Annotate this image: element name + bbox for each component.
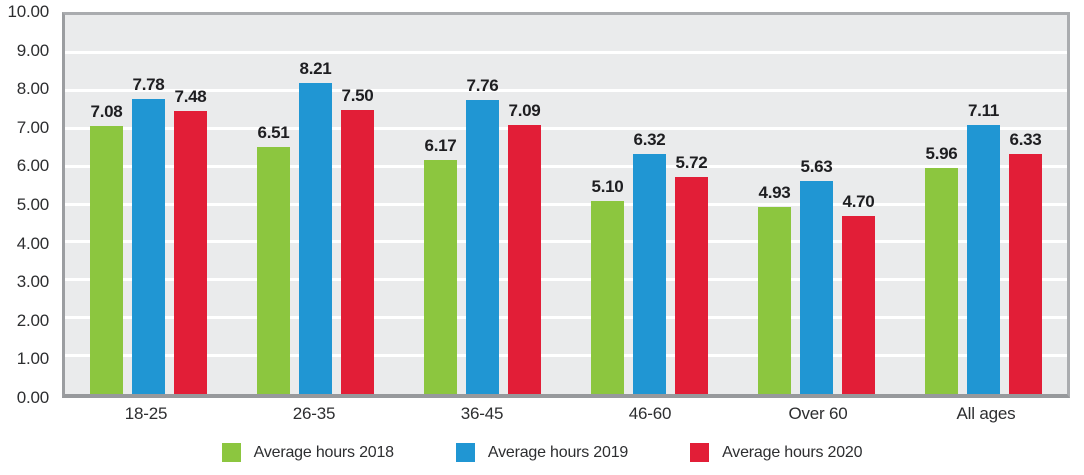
bar-average-hours-2020: 7.09 <box>508 101 541 394</box>
bar-average-hours-2018: 7.08 <box>90 102 123 394</box>
bar-value-label: 5.10 <box>591 176 624 196</box>
x-category-label: 46-60 <box>628 404 672 423</box>
plot-area: 7.08 7.78 7.48 6.51 8.21 7.50 6.17 7.76 7.09 5.10… <box>62 12 1070 398</box>
legend: Average hours 2018 Average hours 2019 Aver… <box>0 443 1084 462</box>
bar-group-26-35: 6.51 8.21 7.50 <box>232 15 399 394</box>
bar-value-label: 6.17 <box>424 136 457 156</box>
gridline <box>65 316 1067 320</box>
y-tick-label: 1.00 <box>16 349 49 369</box>
y-tick-label: 10.00 <box>7 2 49 21</box>
bar-average-hours-2018: 6.17 <box>424 136 457 394</box>
y-tick-label: 4.00 <box>16 233 49 253</box>
y-axis: 10.00 9.00 8.00 7.00 6.00 5.00 4.00 3.00 2.00 1.0… <box>0 2 55 407</box>
bar-value-label: 6.32 <box>633 130 666 150</box>
legend-label: Average hours 2020 <box>722 443 863 461</box>
bar-value-label: 5.96 <box>925 144 958 164</box>
bar-group-18-25: 7.08 7.78 7.48 <box>65 15 232 394</box>
bar-value-label: 4.70 <box>842 191 875 211</box>
y-tick-label: 7.00 <box>16 117 49 137</box>
bar-value-label: 6.33 <box>1009 130 1042 150</box>
x-category-label: 26-35 <box>292 404 336 423</box>
legend-item-average-hours-2018: Average hours 2018 <box>221 443 394 462</box>
bar-value-label: 7.50 <box>341 85 374 105</box>
bar-group-46-60: 5.10 6.32 5.72 <box>566 15 733 394</box>
bar-group-36-45: 6.17 7.76 7.09 <box>399 15 566 394</box>
gridline <box>65 164 1067 168</box>
legend-color-swatch <box>455 443 475 462</box>
y-tick-label: 8.00 <box>16 79 49 99</box>
bar-average-hours-2019: 7.78 <box>132 75 165 394</box>
legend-color-swatch <box>221 443 241 462</box>
legend-label: Average hours 2019 <box>487 443 629 461</box>
bar-average-hours-2018: 4.93 <box>758 183 791 394</box>
bar-average-hours-2020: 7.48 <box>174 87 207 394</box>
bar-value-label: 7.08 <box>90 101 123 121</box>
bar-average-hours-2019: 8.21 <box>299 59 332 394</box>
gridline <box>65 240 1067 244</box>
bar-value-label: 5.63 <box>800 156 833 176</box>
bar-group-all-ages: 5.96 7.11 6.33 <box>900 15 1067 394</box>
bar-average-hours-2019: 6.32 <box>633 130 666 394</box>
bar-value-label: 6.51 <box>257 123 290 143</box>
x-category-label: Over 60 <box>788 404 848 423</box>
legend-item-average-hours-2020: Average hours 2020 <box>690 443 863 462</box>
y-tick-label: 2.00 <box>16 310 49 330</box>
gridline <box>65 202 1067 206</box>
y-tick-label: 6.00 <box>16 156 49 176</box>
bar-value-label: 7.09 <box>508 101 541 121</box>
bar-value-label: 7.78 <box>132 75 165 95</box>
bar-value-label: 4.93 <box>758 183 791 203</box>
bar-average-hours-2019: 7.76 <box>466 76 499 394</box>
gridline <box>65 88 1067 92</box>
legend-item-average-hours-2019: Average hours 2019 <box>455 443 629 462</box>
bar-average-hours-2020: 7.50 <box>341 86 374 394</box>
gridline <box>65 126 1067 130</box>
bar-value-label: 7.11 <box>968 100 999 120</box>
bar-average-hours-2018: 5.96 <box>925 144 958 394</box>
bar-value-label: 8.21 <box>299 58 332 78</box>
bar-groups: 7.08 7.78 7.48 6.51 8.21 7.50 6.17 7.76 7.09 5.10… <box>65 15 1067 394</box>
bar-average-hours-2020: 4.70 <box>842 192 875 394</box>
x-category-label: 18-25 <box>124 404 168 423</box>
y-tick-label: 3.00 <box>16 272 49 292</box>
bar-value-label: 7.76 <box>466 75 499 95</box>
bar-value-label: 5.72 <box>675 153 708 173</box>
gridline <box>65 354 1067 358</box>
bar-average-hours-2018: 6.51 <box>257 123 290 394</box>
y-tick-label: 5.00 <box>16 195 49 214</box>
gridline <box>65 278 1067 282</box>
legend-label: Average hours 2018 <box>253 443 394 461</box>
x-category-label: All ages <box>956 404 1016 423</box>
x-axis: 18-25 26-35 36-45 46-60 Over 60 All ages <box>62 404 1070 424</box>
bar-average-hours-2020: 5.72 <box>675 153 708 394</box>
bar-average-hours-2020: 6.33 <box>1009 130 1042 394</box>
bar-average-hours-2018: 5.10 <box>591 177 624 394</box>
y-tick-label: 9.00 <box>16 40 49 60</box>
bar-average-hours-2019: 5.63 <box>800 157 833 394</box>
y-tick-label: 0.00 <box>16 388 49 407</box>
gridline <box>65 50 1067 54</box>
bar-average-hours-2019: 7.11 <box>967 101 1000 394</box>
x-category-label: 36-45 <box>460 404 504 423</box>
bar-group-over-60: 4.93 5.63 4.70 <box>733 15 900 394</box>
bar-value-label: 7.48 <box>174 86 207 106</box>
legend-color-swatch <box>690 443 710 462</box>
